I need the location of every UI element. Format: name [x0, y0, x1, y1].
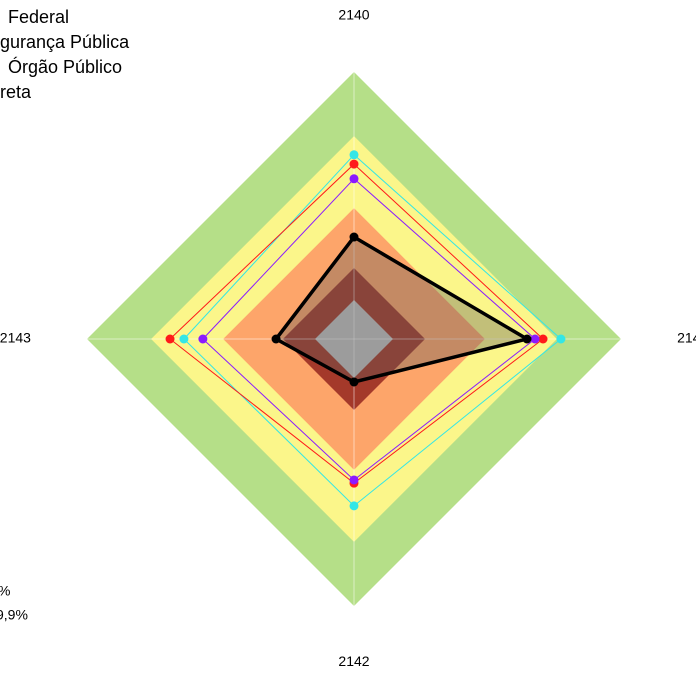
- note: %: [0, 583, 10, 599]
- series-point: [522, 334, 532, 344]
- legend-label: Órgão Público: [8, 56, 122, 77]
- axis-label: 2142: [338, 653, 369, 669]
- axis-label: 2140: [338, 7, 369, 23]
- legend-label: gurança Pública: [0, 32, 130, 52]
- legend-label: reta: [0, 82, 32, 102]
- series-point: [349, 232, 359, 242]
- series-point: [556, 334, 566, 344]
- series-point: [198, 334, 208, 344]
- legend-label: Federal: [8, 7, 69, 27]
- series-point: [271, 334, 281, 344]
- series-point: [349, 159, 359, 169]
- note: 9,9%: [0, 607, 28, 623]
- series-point: [165, 334, 175, 344]
- series-point: [179, 334, 189, 344]
- series-point: [538, 334, 548, 344]
- series-point: [349, 174, 359, 184]
- axis-label: 2143: [0, 330, 31, 346]
- series-point: [349, 475, 359, 485]
- series-point: [349, 501, 359, 511]
- series-point: [349, 150, 359, 160]
- axis-label: 2141: [677, 330, 696, 346]
- series-point: [349, 377, 359, 387]
- series-point: [530, 334, 540, 344]
